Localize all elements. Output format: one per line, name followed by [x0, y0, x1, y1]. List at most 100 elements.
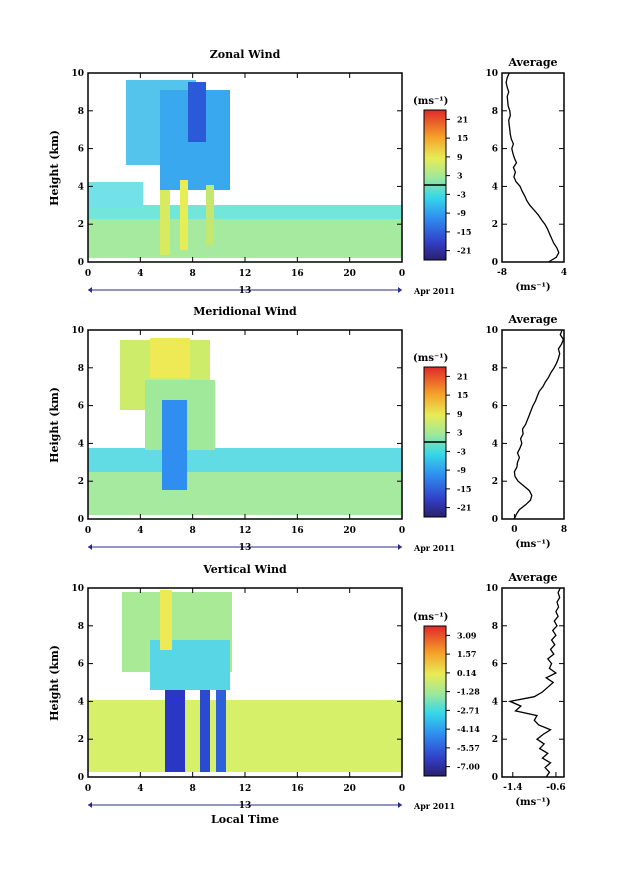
- zonal-x-ticks: 0 4 8 12 16 20 0: [85, 73, 405, 279]
- zonal-average-ytick-label: 8: [492, 107, 498, 117]
- meridional-xtick-label: 0: [399, 526, 405, 536]
- zonal-xtick-label: 4: [137, 269, 143, 279]
- vertical-cbar-tick-label: -4.14: [457, 724, 480, 734]
- zonal-xtick-label: 12: [239, 269, 252, 279]
- vertical-cbar-tick-label: -2.71: [457, 705, 480, 715]
- vertical-average-xtick-label: -1.4: [503, 783, 522, 793]
- vertical-ylabel: Height (km): [48, 645, 61, 721]
- meridional-xtick-label: 20: [343, 526, 356, 536]
- meridional-heatmap: [88, 330, 402, 519]
- meridional-average-frame: [501, 329, 565, 520]
- meridional-average-ytick-label: 8: [492, 364, 498, 374]
- meridional-title: Meridional Wind: [193, 305, 297, 318]
- vertical-average-y-ticks: 0 2 4 6 8 10: [485, 584, 564, 783]
- zonal-average-xtick-label: -8: [497, 268, 507, 278]
- zonal-average-xlabel: (ms⁻¹): [515, 282, 550, 293]
- meridional-date-suffix: Apr 2011: [413, 543, 455, 553]
- vertical-xtick-label: 20: [343, 784, 356, 794]
- meridional-average-title: Average: [507, 313, 557, 326]
- vertical-xtick-label: 12: [239, 784, 252, 794]
- zonal-average-title: Average: [507, 56, 557, 69]
- meridional-cbar-tick-label: 9: [457, 409, 463, 419]
- zonal-average-ytick-label: 4: [492, 182, 498, 192]
- meridional-xtick-label: 12: [239, 526, 252, 536]
- zonal-cbar-tick-label: 21: [457, 114, 468, 124]
- meridional-cbar-tick-label: -9: [457, 465, 466, 475]
- zonal-average-xtick-label: 4: [561, 268, 567, 278]
- zonal-cbar-unit: (ms⁻¹): [413, 96, 448, 107]
- meridional-xtick-label: 0: [85, 526, 91, 536]
- vertical-xlabel: Local Time: [211, 813, 279, 826]
- meridional-average-ytick-label: 6: [492, 402, 498, 412]
- zonal-ytick-label: 6: [78, 145, 84, 155]
- meridional-ytick-label: 0: [78, 515, 84, 525]
- vertical-average-title: Average: [507, 571, 557, 584]
- meridional-ytick-label: 2: [78, 477, 84, 487]
- meridional-average-ytick-label: 0: [492, 515, 498, 525]
- vertical-heatmap: [88, 588, 402, 777]
- vertical-ytick-label: 10: [71, 584, 84, 594]
- zonal-cbar-tick-label: -21: [457, 246, 471, 256]
- meridional-ytick-label: 8: [78, 364, 84, 374]
- zonal-mid-band: [88, 182, 143, 208]
- zonal-average-ytick-label: 10: [485, 69, 498, 79]
- meridional-cbar-tick-label: 3: [457, 428, 463, 438]
- vertical-core-2: [200, 690, 210, 772]
- zonal-ytick-label: 8: [78, 107, 84, 117]
- vertical-cbar-tick-label: -7.00: [457, 762, 480, 772]
- vertical-wind-panel: Vertical Wind 0 2 4 6 8 10 0 4 8 12 16 20 0 Height …: [48, 563, 480, 826]
- vertical-ytick-label: 4: [78, 697, 84, 707]
- zonal-colorbar: (ms⁻¹) 21 15 9 3 -3 -9 -15 -21: [413, 96, 471, 261]
- zonal-low-band: [88, 218, 402, 258]
- zonal-average-line: [505, 72, 560, 263]
- vertical-date-axis: 13 Apr 2011: [88, 801, 455, 811]
- vertical-cbar-body: [423, 625, 447, 777]
- zonal-xtick-label: 0: [85, 269, 91, 279]
- vertical-date-suffix: Apr 2011: [413, 801, 455, 811]
- zonal-xtick-label: 0: [399, 269, 405, 279]
- zonal-core: [188, 82, 206, 142]
- vertical-ytick-label: 0: [78, 773, 84, 783]
- vertical-average-frame: [501, 587, 565, 778]
- zonal-ytick-label: 10: [71, 69, 84, 79]
- zonal-y-ticks: 0 2 4 6 8 10: [71, 69, 402, 268]
- zonal-xtick-label: 20: [343, 269, 356, 279]
- meridional-average-ytick-label: 10: [485, 326, 498, 336]
- zonal-average-ytick-label: 6: [492, 145, 498, 155]
- vertical-date-label: 13: [239, 801, 252, 811]
- vertical-ytick-label: 8: [78, 622, 84, 632]
- meridional-core: [162, 400, 187, 490]
- meridional-xtick-label: 4: [137, 526, 143, 536]
- meridional-average-xtick-label: 0: [511, 525, 517, 535]
- vertical-average-ytick-label: 8: [492, 622, 498, 632]
- vertical-cbar-tick-label: -5.57: [457, 743, 480, 753]
- vertical-average-ytick-label: 6: [492, 660, 498, 670]
- zonal-date-suffix: Apr 2011: [413, 286, 455, 296]
- meridional-date-axis: 13 Apr 2011: [88, 543, 455, 553]
- zonal-cbar-tick-label: -15: [457, 227, 471, 237]
- meridional-ytick-label: 6: [78, 402, 84, 412]
- zonal-cbar-tick-label: 15: [457, 133, 468, 143]
- zonal-average-y-ticks: 0 2 4 6 8 10: [485, 69, 564, 268]
- zonal-cbar-tick-label: -3: [457, 189, 466, 199]
- vertical-cbar-tick-label: 1.57: [457, 649, 476, 659]
- zonal-yellow-1: [160, 190, 170, 255]
- meridional-cbar-tick-label: 21: [457, 371, 468, 381]
- zonal-cbar-tick-label: 9: [457, 152, 463, 162]
- vertical-low-band: [88, 700, 402, 772]
- meridional-average-xlabel: (ms⁻¹): [515, 539, 550, 550]
- meridional-cbar-tick-label: -3: [457, 446, 466, 456]
- zonal-ylabel: Height (km): [48, 130, 61, 206]
- zonal-yellow-3: [206, 185, 214, 245]
- meridional-average-y-ticks: 0 2 4 6 8 10: [485, 326, 564, 525]
- meridional-y-ticks: 0 2 4 6 8 10: [71, 326, 402, 525]
- meridional-x-ticks: 0 4 8 12 16 20 0: [85, 330, 405, 536]
- vertical-xtick-label: 0: [85, 784, 91, 794]
- vertical-average-ytick-label: 2: [492, 735, 498, 745]
- vertical-y-ticks: 0 2 4 6 8 10: [71, 584, 402, 783]
- meridional-wind-panel: Meridional Wind 0 2 4 6 8 10 0 4 8 12 16 20 0 Heigh…: [48, 305, 471, 553]
- zonal-xtick-label: 8: [190, 269, 196, 279]
